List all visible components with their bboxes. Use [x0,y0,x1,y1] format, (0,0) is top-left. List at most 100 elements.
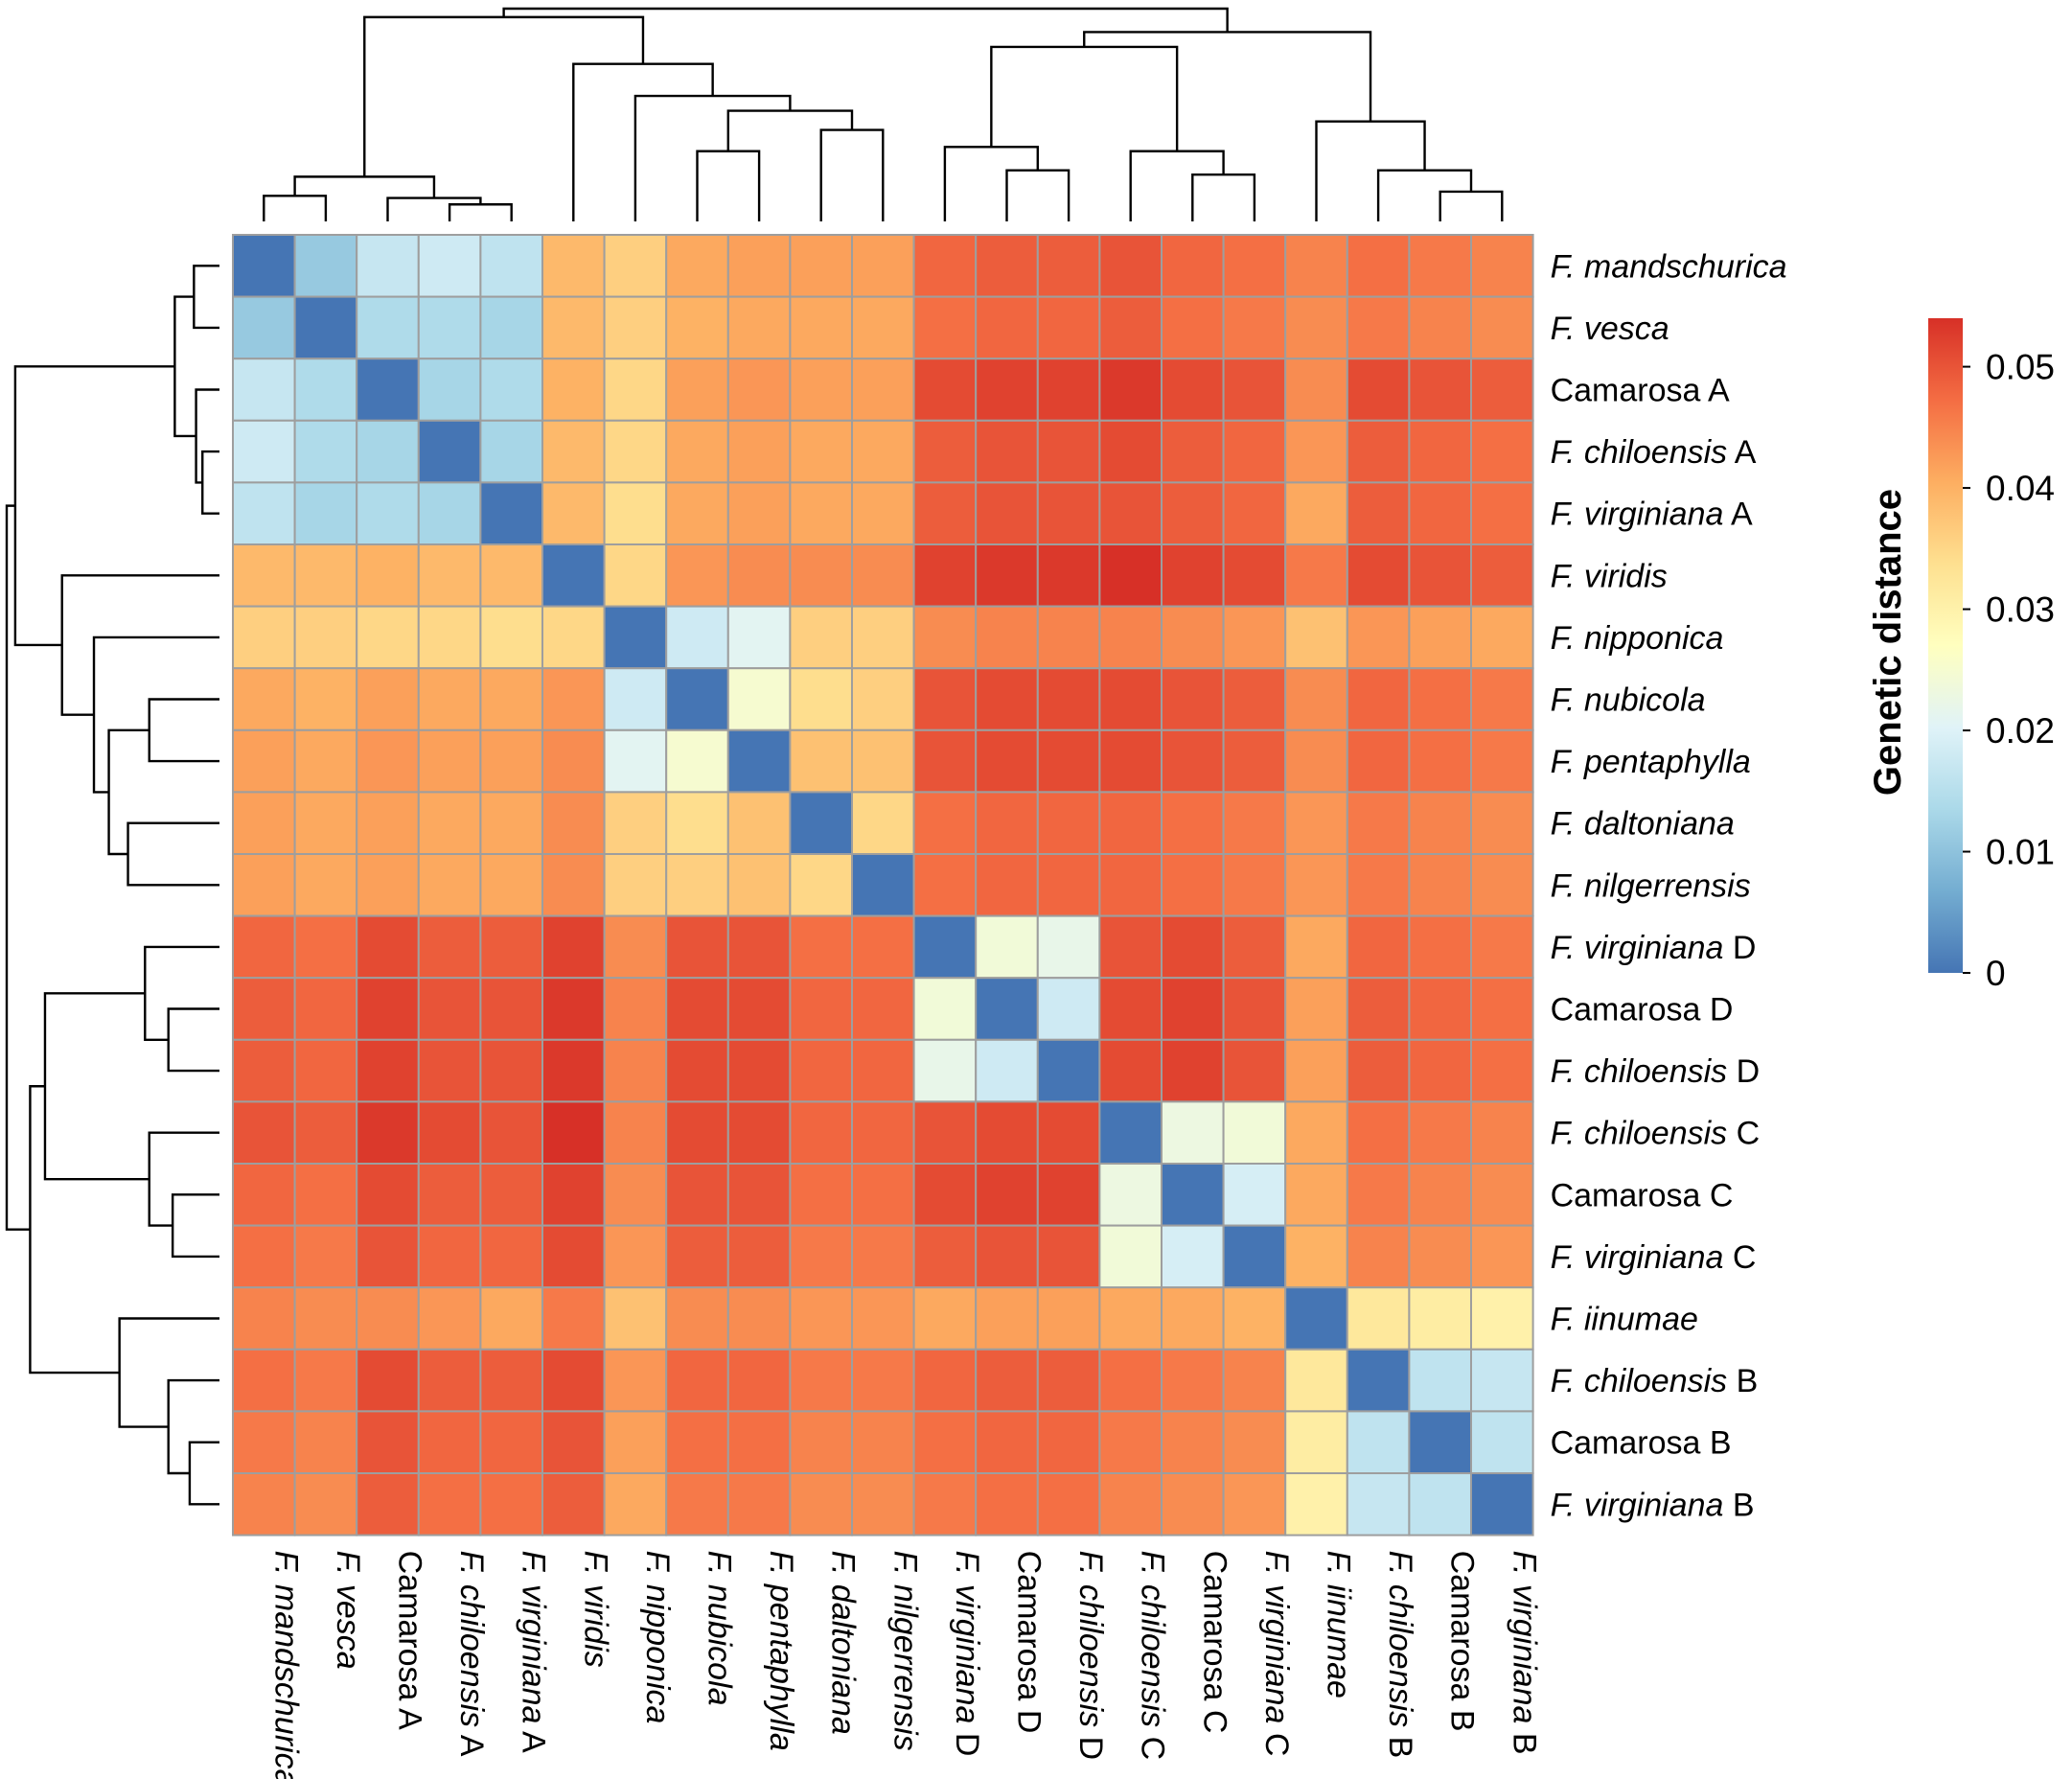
heatmap-cell-r11-c10 [851,914,915,980]
heatmap-cell-r17-c5 [541,1286,606,1351]
row-label-0: F. mandschurica [1551,248,1787,285]
heatmap-cell-r20-c16 [1222,1472,1287,1536]
heatmap-cell-r4-c10 [851,481,915,545]
heatmap-cell-r2-c11 [912,358,978,422]
heatmap-cell-r5-c7 [665,543,729,608]
heatmap-cell-r9-c14 [1098,791,1163,856]
heatmap-cell-r19-c16 [1222,1410,1287,1475]
heatmap-cell-r3-c20 [1470,419,1534,484]
col-label-2: Camarosa A [392,1551,428,1730]
heatmap-cell-r9-c11 [912,791,978,856]
heatmap-cell-r2-c10 [851,358,915,422]
heatmap-cell-r12-c11 [912,977,978,1041]
heatmap-cell-r20-c9 [789,1472,854,1536]
heatmap-cell-r16-c9 [789,1224,854,1289]
heatmap-cell-r12-c4 [479,977,543,1041]
heatmap-cell-r16-c1 [293,1224,358,1289]
heatmap-cell-r7-c19 [1408,667,1473,731]
heatmap-cell-r2-c4 [479,358,543,422]
heatmap-cell-r7-c6 [603,667,668,731]
heatmap-cell-r6-c20 [1470,605,1534,670]
heatmap-cell-r9-c16 [1222,791,1287,856]
heatmap-cell-r10-c15 [1161,853,1225,917]
heatmap-cell-r0-c0 [232,234,296,298]
colorbar-tick-label-1: 0.01 [1986,833,2055,872]
heatmap-cell-r11-c16 [1222,914,1287,980]
heatmap-cell-r19-c8 [726,1410,792,1475]
row-label-6: F. nipponica [1551,620,1724,657]
heatmap-cell-r4-c20 [1470,481,1534,545]
heatmap-cell-r7-c0 [232,667,296,731]
heatmap-cell-r4-c14 [1098,481,1163,545]
heatmap-cell-r14-c12 [975,1100,1039,1166]
heatmap-cell-r12-c3 [417,977,482,1041]
heatmap-cell-r7-c9 [789,667,854,731]
heatmap-cell-r11-c5 [541,914,606,980]
row-label-15: Camarosa C [1551,1177,1734,1213]
heatmap-cell-r7-c1 [293,667,358,731]
heatmap-cell-r4-c11 [912,481,978,545]
heatmap-cell-r3-c4 [479,419,543,484]
heatmap-cell-r18-c7 [665,1348,729,1413]
heatmap-cell-r17-c1 [293,1286,358,1351]
row-label-14: F. chiloensis C [1551,1116,1761,1152]
heatmap-cell-r4-c19 [1408,481,1473,545]
heatmap-cell-r6-c3 [417,605,482,670]
col-label-7: F. nubicola [702,1551,738,1706]
heatmap-cell-r11-c0 [232,914,296,980]
colorbar-tick-label-0: 0 [1986,954,2006,993]
heatmap-cell-r2-c0 [232,358,296,422]
row-dendrogram-branch-15 [188,1441,219,1506]
heatmap-cell-r1-c10 [851,295,915,360]
heatmap-cell-r3-c8 [726,419,792,484]
heatmap-cell-r3-c6 [603,419,668,484]
heatmap-cell-r1-c15 [1161,295,1225,360]
heatmap-cell-r10-c2 [356,853,420,917]
heatmap-cell-r17-c20 [1470,1286,1534,1351]
col-label-15: Camarosa C [1196,1551,1232,1734]
heatmap-cell-r20-c12 [975,1472,1039,1536]
heatmap-cell-r16-c7 [665,1224,729,1289]
colorbar-ticks: 0 0.01 0.02 0.03 0.04 0.05 [1963,348,2055,993]
heatmap-cell-r19-c19 [1408,1410,1473,1475]
col-label-13: F. chiloensis D [1072,1551,1109,1761]
heatmap-cell-r13-c8 [726,1038,792,1103]
heatmap-cell-r10-c9 [789,853,854,917]
colorbar-tick-label-4: 0.04 [1986,469,2055,508]
col-label-14: F. chiloensis C [1135,1551,1171,1761]
heatmap-cell-r8-c0 [232,728,296,794]
heatmap-cell-r4-c3 [417,481,482,545]
heatmap-cell-r1-c11 [912,295,978,360]
col-label-6: F. nipponica [639,1551,676,1724]
heatmap-cell-r0-c6 [603,234,668,298]
heatmap-cell-r4-c1 [293,481,358,545]
heatmap-cell-r20-c15 [1161,1472,1225,1536]
heatmap-cell-r12-c18 [1346,977,1411,1041]
heatmap-cell-r8-c1 [293,728,358,794]
heatmap-cell-r16-c20 [1470,1224,1534,1289]
heatmap-cell-r11-c7 [665,914,729,980]
heatmap-cell-r7-c14 [1098,667,1163,731]
heatmap-cell-r19-c15 [1161,1410,1225,1475]
heatmap-cell-r20-c13 [1036,1472,1101,1536]
heatmap-cell-r17-c8 [726,1286,792,1351]
row-label-20: F. virginiana B [1551,1487,1755,1523]
heatmap-cell-r7-c17 [1284,667,1348,731]
row-label-3: F. chiloensis A [1551,434,1757,471]
heatmap-cell-r3-c19 [1408,419,1473,484]
heatmap-cell-r15-c6 [603,1163,668,1227]
heatmap-cell-r7-c12 [975,667,1039,731]
heatmap-cell-r1-c0 [232,295,296,360]
heatmap-cell-r14-c6 [603,1100,668,1166]
heatmap-cell-r6-c13 [1036,605,1101,670]
heatmap-cell-r13-c0 [232,1038,296,1103]
heatmap-cell-r1-c20 [1470,295,1534,360]
row-labels: F. mandschurica F. vesca Camarosa A F. chil… [1551,248,1787,1523]
heatmap-cell-r19-c10 [851,1410,915,1475]
heatmap-cell-r10-c20 [1470,853,1534,917]
heatmap-cell-r10-c12 [975,853,1039,917]
heatmap-cell-r16-c3 [417,1224,482,1289]
heatmap-cell-r10-c14 [1098,853,1163,917]
col-label-1: F. vesca [330,1551,366,1670]
heatmap-cell-r20-c20 [1470,1472,1534,1536]
